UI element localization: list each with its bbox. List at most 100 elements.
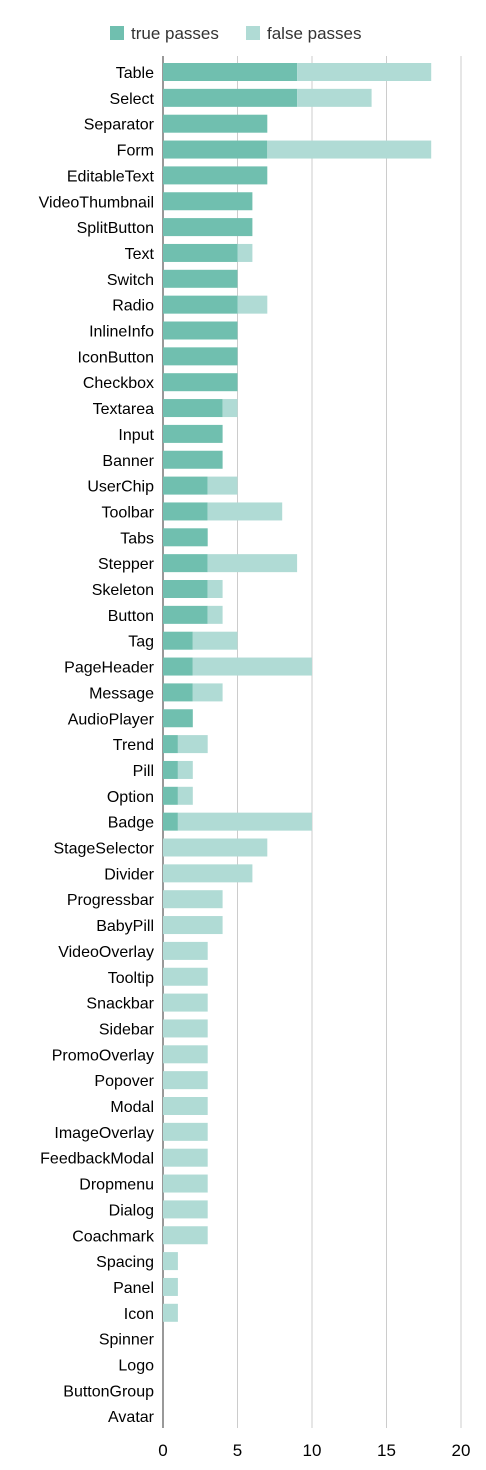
bar-false-Sidebar (163, 1019, 208, 1037)
bar-false-Radio (238, 296, 268, 314)
category-label-EditableText: EditableText (67, 168, 155, 185)
bar-false-Form (267, 141, 431, 159)
bar-false-Stepper (208, 554, 297, 572)
category-label-Message: Message (89, 685, 154, 702)
bar-true-IconButton (163, 347, 238, 365)
bar-true-Toolbar (163, 502, 208, 520)
bar-true-InlineInfo (163, 322, 238, 340)
bar-true-Textarea (163, 399, 223, 417)
category-label-Dropmenu: Dropmenu (79, 1177, 154, 1194)
bar-true-Form (163, 141, 267, 159)
bar-false-Trend (178, 735, 208, 753)
category-label-Modal: Modal (110, 1099, 154, 1116)
bar-true-Switch (163, 270, 238, 288)
bar-false-StageSelector (163, 839, 267, 857)
bar-true-Trend (163, 735, 178, 753)
category-label-VideoOverlay: VideoOverlay (58, 944, 154, 961)
category-label-Logo: Logo (118, 1358, 154, 1375)
bar-false-Text (238, 244, 253, 262)
x-tick-label-15: 15 (377, 1441, 396, 1460)
category-label-StageSelector: StageSelector (53, 841, 154, 858)
category-label-Radio: Radio (112, 298, 154, 315)
bar-false-UserChip (208, 477, 238, 495)
bar-false-ImageOverlay (163, 1123, 208, 1141)
bar-false-Select (297, 89, 372, 107)
bar-true-Message (163, 683, 193, 701)
bar-true-UserChip (163, 477, 208, 495)
x-tick-label-5: 5 (233, 1441, 242, 1460)
x-tick-label-10: 10 (303, 1441, 322, 1460)
bar-true-Button (163, 606, 208, 624)
category-label-Spinner: Spinner (99, 1332, 155, 1349)
category-labels: Table Select Separator Form EditableText Vide… (39, 65, 155, 1426)
bar-true-Pill (163, 761, 178, 779)
x-tick-label-20: 20 (452, 1441, 471, 1460)
bar-false-Tooltip (163, 968, 208, 986)
category-label-Form: Form (117, 143, 154, 160)
category-label-Select: Select (110, 91, 155, 108)
legend-swatch-true-passes (110, 26, 124, 40)
category-label-InlineInfo: InlineInfo (89, 324, 154, 341)
category-label-Checkbox: Checkbox (83, 375, 154, 392)
category-label-FeedbackModal: FeedbackModal (40, 1151, 154, 1168)
category-label-Tag: Tag (128, 634, 154, 651)
bar-false-FeedbackModal (163, 1149, 208, 1167)
bar-false-PageHeader (193, 658, 312, 676)
bar-false-Button (208, 606, 223, 624)
bar-true-EditableText (163, 166, 267, 184)
category-label-Divider: Divider (104, 866, 154, 883)
bar-true-Text (163, 244, 238, 262)
category-label-Switch: Switch (107, 272, 154, 289)
category-label-Input: Input (118, 427, 154, 444)
x-tick-labels: 0 5 10 15 20 (158, 1441, 470, 1460)
bar-false-Modal (163, 1097, 208, 1115)
category-label-Spacing: Spacing (96, 1254, 154, 1271)
bar-true-Radio (163, 296, 238, 314)
legend-label-true-passes: true passes (131, 24, 219, 43)
bar-false-VideoOverlay (163, 942, 208, 960)
bar-false-Toolbar (208, 502, 283, 520)
category-label-Textarea: Textarea (93, 401, 154, 418)
category-label-UserChip: UserChip (87, 479, 154, 496)
category-label-IconButton: IconButton (78, 349, 155, 366)
bar-false-Coachmark (163, 1226, 208, 1244)
category-label-Skeleton: Skeleton (92, 582, 154, 599)
bar-false-Skeleton (208, 580, 223, 598)
category-label-Option: Option (107, 789, 154, 806)
bar-false-Option (178, 787, 193, 805)
category-label-Sidebar: Sidebar (99, 1021, 155, 1038)
category-label-SplitButton: SplitButton (77, 220, 154, 237)
category-label-ButtonGroup: ButtonGroup (63, 1383, 154, 1400)
bar-true-Tabs (163, 528, 208, 546)
bar-false-Badge (178, 813, 312, 831)
category-label-Table: Table (116, 65, 154, 82)
category-label-Stepper: Stepper (98, 556, 155, 573)
category-label-Dialog: Dialog (109, 1202, 154, 1219)
bar-true-Checkbox (163, 373, 238, 391)
category-label-VideoThumbnail: VideoThumbnail (39, 194, 154, 211)
category-label-Tooltip: Tooltip (108, 970, 154, 987)
category-label-AudioPlayer: AudioPlayer (68, 711, 155, 728)
bar-false-Panel (163, 1278, 178, 1296)
bar-false-BabyPill (163, 916, 223, 934)
bar-true-PageHeader (163, 658, 193, 676)
bar-true-Badge (163, 813, 178, 831)
category-label-Separator: Separator (84, 117, 155, 134)
category-label-Popover: Popover (94, 1073, 154, 1090)
bar-true-Select (163, 89, 297, 107)
bar-false-Dialog (163, 1200, 208, 1218)
legend-label-false-passes: false passes (267, 24, 362, 43)
category-label-Coachmark: Coachmark (72, 1228, 155, 1245)
bars (163, 63, 431, 1322)
bar-false-Spacing (163, 1252, 178, 1270)
category-label-Tabs: Tabs (120, 530, 154, 547)
bar-true-Skeleton (163, 580, 208, 598)
category-label-Button: Button (108, 608, 154, 625)
category-label-Snackbar: Snackbar (86, 996, 154, 1013)
bar-false-Pill (178, 761, 193, 779)
bar-false-Popover (163, 1071, 208, 1089)
category-label-Panel: Panel (113, 1280, 154, 1297)
bar-true-Table (163, 63, 297, 81)
category-label-PageHeader: PageHeader (64, 660, 155, 677)
